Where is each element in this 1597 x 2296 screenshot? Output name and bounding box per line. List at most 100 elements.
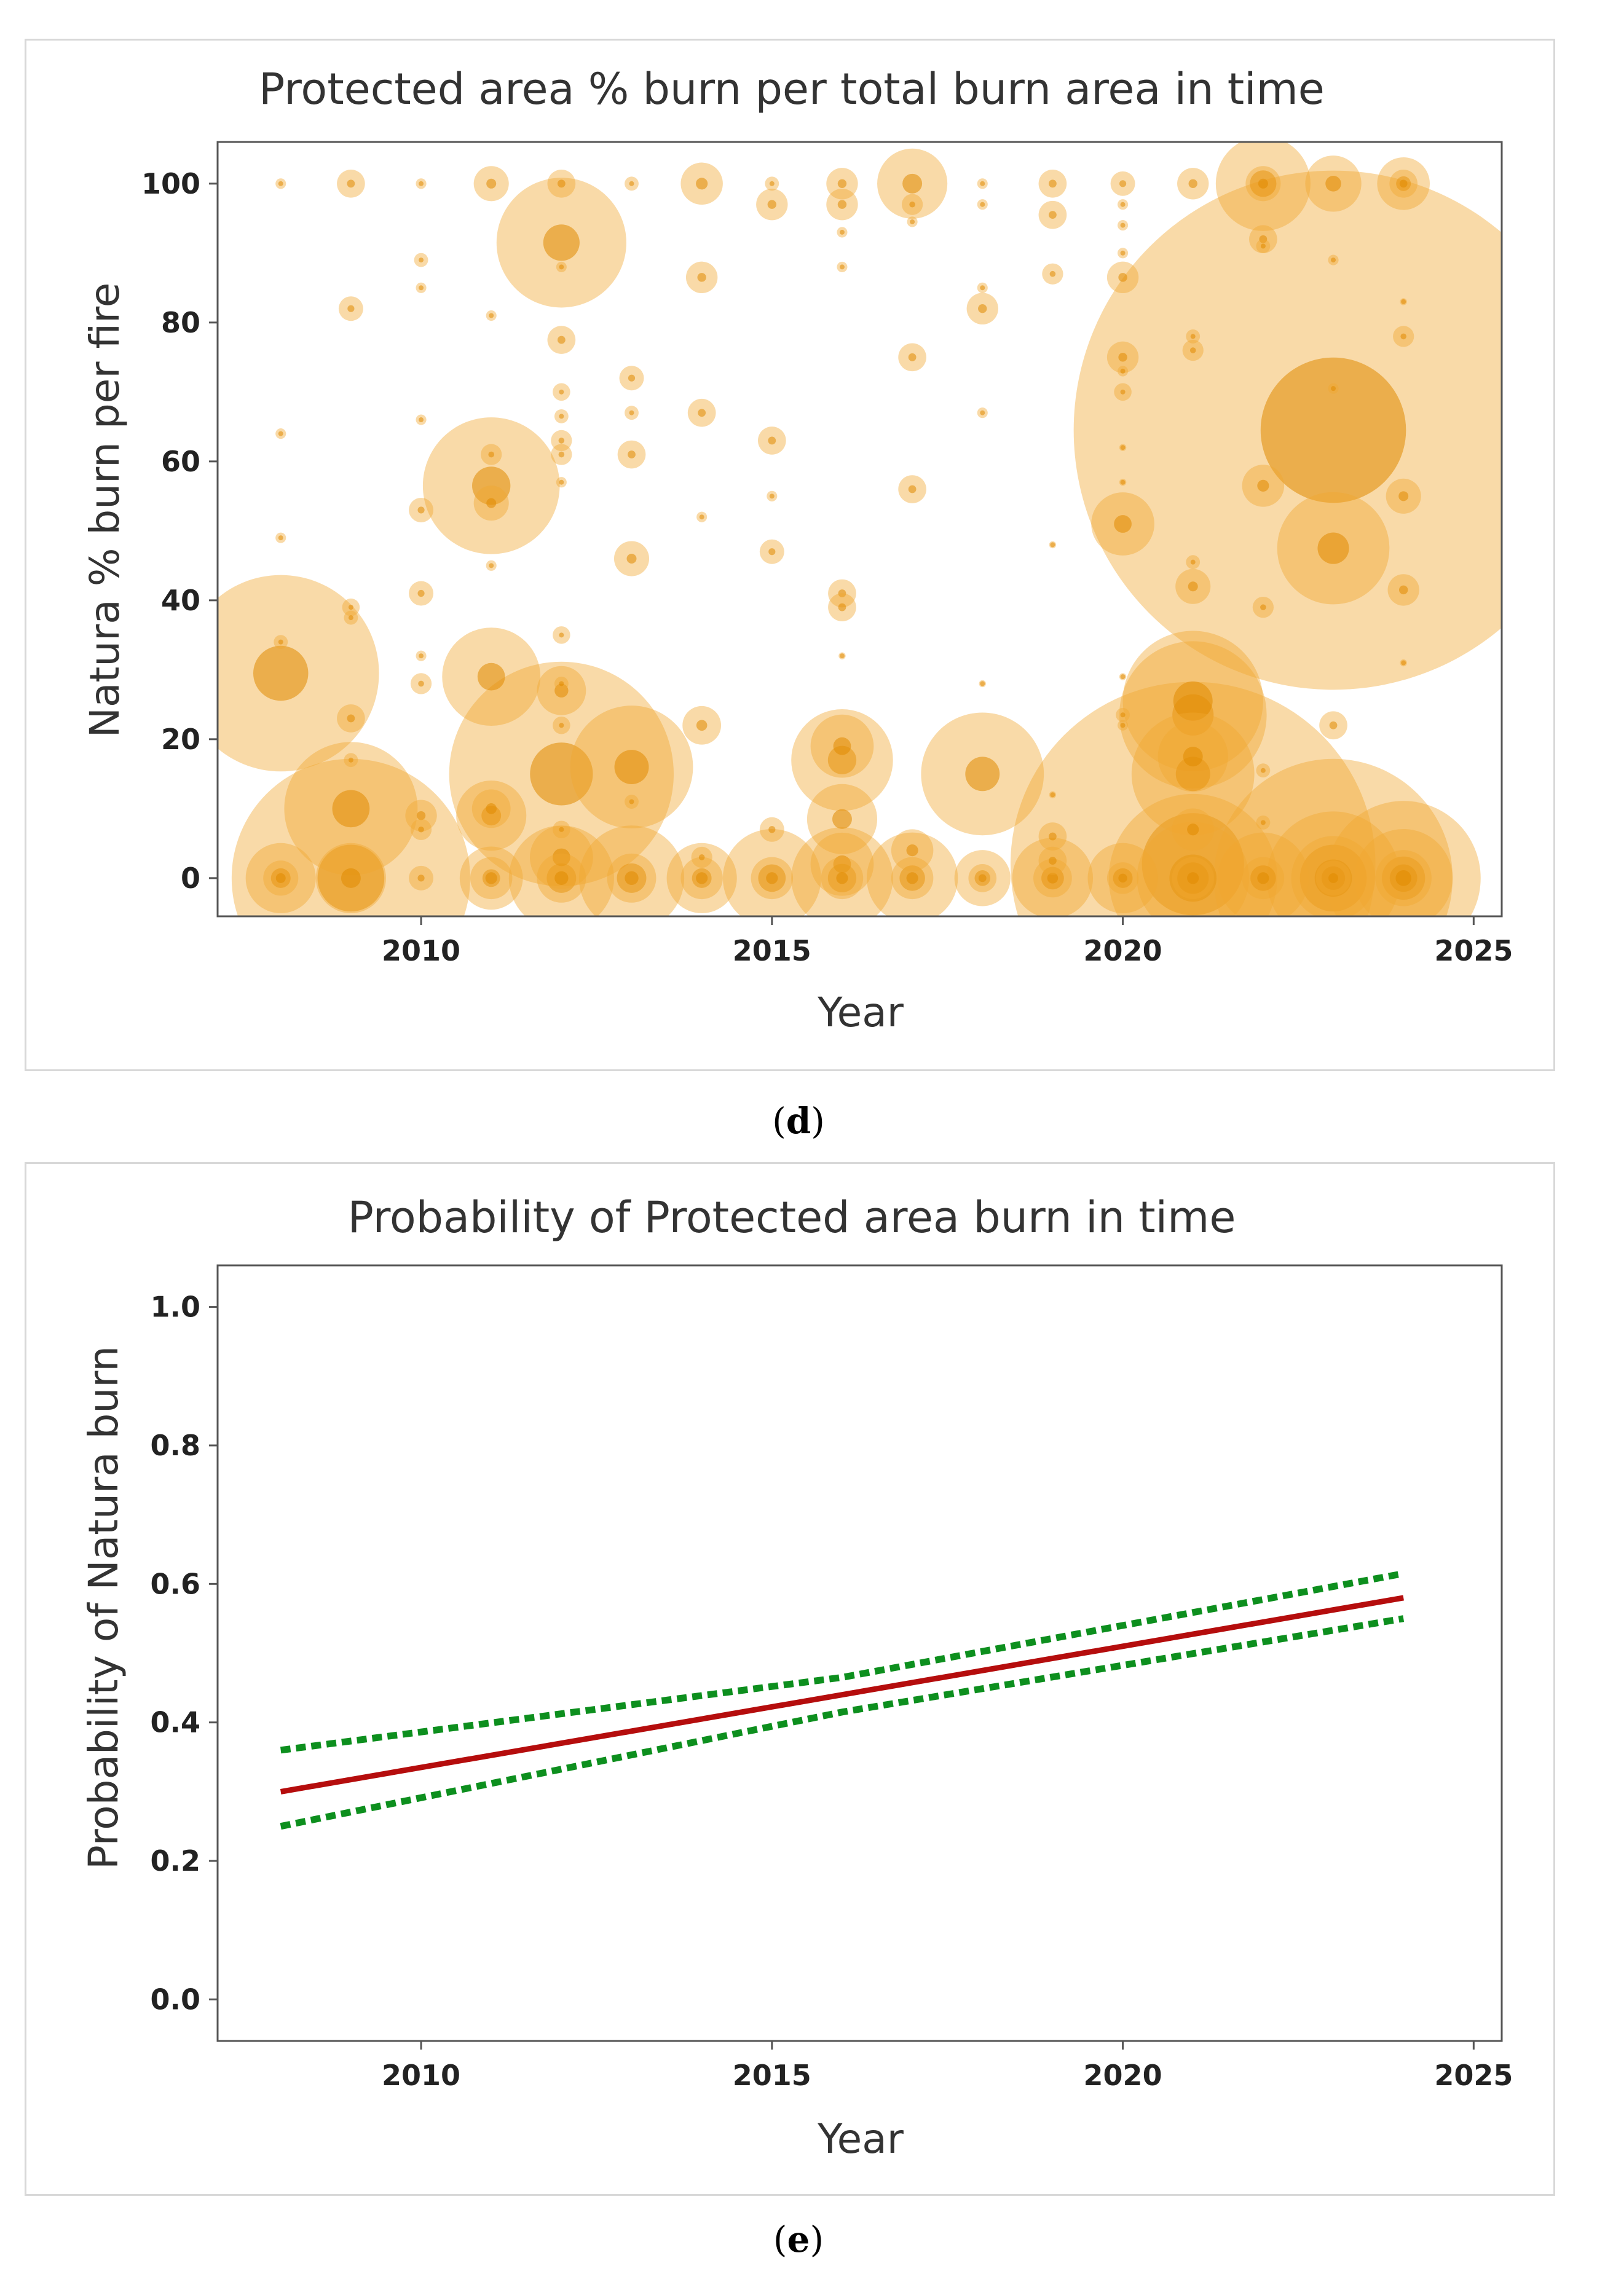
bubble-core (697, 273, 706, 282)
bubble-core (839, 264, 845, 270)
y-tick-label: 100 (141, 167, 200, 200)
bubble-core (906, 844, 918, 857)
bubble-core (696, 720, 708, 731)
series-lower-ci (280, 1615, 1405, 1830)
bubble-core (1114, 515, 1132, 533)
x-tick-label: 2015 (733, 2059, 811, 2092)
bubble-core (417, 875, 425, 882)
caption-e: (e) (773, 2219, 824, 2260)
bubble-core (629, 410, 634, 415)
caption-letter: e (787, 2219, 810, 2260)
bubble-core (965, 757, 1000, 792)
bubble-core (485, 872, 497, 884)
bubble-core (766, 872, 778, 884)
bubble-chart: Protected area % burn per total burn are… (81, 64, 1513, 1036)
caption-letter: d (786, 1100, 811, 1142)
bubble-core (543, 224, 580, 261)
bubble-core (1049, 857, 1057, 865)
bubble-core (554, 683, 569, 698)
probability-chart: Probability of Protected area burn in ti… (80, 1192, 1513, 2163)
chart-title: Protected area % burn per total burn are… (259, 64, 1325, 114)
bubble-core (902, 173, 923, 194)
bubble-core (1395, 870, 1411, 886)
bubble-core (341, 868, 361, 888)
line-layer (280, 1570, 1405, 1830)
bubble-core (839, 229, 845, 235)
bubble-core (559, 681, 564, 686)
bubble-core (557, 179, 566, 188)
bubble-core (1398, 491, 1409, 501)
bubble-core (554, 871, 569, 886)
bubble-core (472, 466, 511, 505)
y-tick-label: 60 (161, 445, 200, 478)
panel-e: Probability of Protected area burn in ti… (25, 1162, 1555, 2196)
bubble-core (980, 181, 985, 186)
bubble-core (1120, 445, 1126, 450)
bubble-core (1173, 681, 1213, 721)
bubble-core (978, 304, 987, 313)
bubble-core (838, 589, 846, 597)
bubble-core (417, 506, 425, 514)
bubble-core (1260, 243, 1266, 249)
bubble-core (1190, 334, 1196, 339)
bubble-core (1049, 179, 1057, 188)
bubble-core (1120, 674, 1126, 680)
bubble-core (1325, 176, 1341, 192)
bubble-core (696, 872, 708, 884)
y-tick-label: 0.8 (151, 1429, 201, 1462)
bubble-core (980, 285, 985, 291)
bubble-core (908, 485, 917, 493)
bubble-core (1050, 542, 1055, 548)
bubble-core (1120, 222, 1126, 228)
x-tick-label: 2020 (1084, 934, 1162, 967)
bubble-core (1188, 581, 1198, 592)
bubble-core (696, 178, 708, 190)
bubble-core (910, 219, 915, 224)
bubble-core (1398, 585, 1408, 595)
bubble-core (769, 493, 775, 499)
bubble-core (909, 201, 915, 208)
bubble-core (1120, 389, 1126, 395)
bubble-core (530, 742, 593, 806)
bubble-core (1175, 757, 1210, 792)
x-tick-label: 2010 (382, 2059, 460, 2092)
x-tick-label: 2025 (1434, 934, 1513, 967)
bubble-core (559, 414, 564, 419)
tick-layer: 2010 2015 2020 2025 0.0 0.2 0.4 0.6 0.8 1.0 (151, 1291, 1513, 2092)
tick-layer: 2010 2015 2020 2025 0 20 40 60 80 100 (141, 167, 1513, 967)
bubble-core (626, 554, 637, 564)
bubble-core (347, 714, 355, 723)
bubble-core (1187, 824, 1199, 836)
bubble-core (1187, 872, 1199, 884)
bubble-core (1120, 368, 1126, 374)
bubble-core (348, 605, 353, 610)
bubble-core (419, 653, 424, 659)
bubble (1011, 682, 1376, 916)
bubble-core (625, 871, 639, 886)
y-tick-label: 0.2 (151, 1844, 201, 1877)
bubble-core (832, 809, 852, 829)
bubble-core (768, 436, 776, 445)
bubble-core (698, 854, 705, 860)
bubble-core (417, 589, 425, 597)
bubble-core (486, 803, 497, 814)
bubble-core (1189, 347, 1196, 353)
bubble-core (1260, 820, 1266, 825)
bubble-core (1331, 258, 1336, 263)
bubble-core (628, 450, 636, 458)
bubble-core (486, 498, 497, 508)
bubble-core (628, 374, 636, 382)
plot-frame (216, 1264, 1503, 2042)
bubble-core (278, 535, 283, 541)
bubble-core (1401, 660, 1406, 666)
bubble-core (1260, 357, 1406, 503)
bubble-core (558, 438, 565, 444)
bubble-core (833, 737, 851, 755)
bubble-core (629, 799, 634, 804)
y-tick-label: 20 (161, 723, 200, 756)
bubble-core (489, 313, 494, 318)
bubble-core (837, 179, 847, 188)
bubble-core (1317, 532, 1349, 564)
bubble-core (1260, 768, 1266, 773)
y-tick-label: 1.0 (151, 1291, 201, 1324)
